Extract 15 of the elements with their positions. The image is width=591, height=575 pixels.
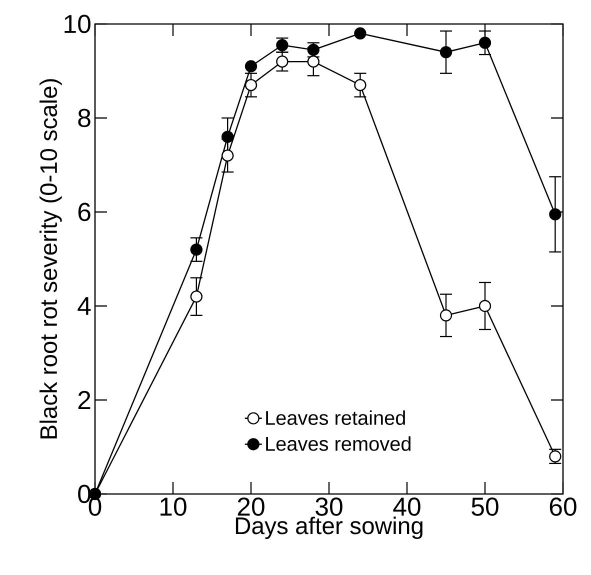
y-tick-label: 6 bbox=[78, 202, 90, 222]
y-tick-label: 2 bbox=[78, 390, 90, 410]
x-axis-title: Days after sowing bbox=[236, 516, 422, 539]
x-tick-label: 30 bbox=[316, 498, 342, 516]
y-axis-title: Black root rot severity (0-10 scale) bbox=[40, 79, 62, 438]
y-tick-label: 10 bbox=[64, 14, 90, 34]
x-tick-label: 40 bbox=[393, 498, 420, 516]
legend-label: Leaves retained bbox=[266, 410, 405, 425]
legend-label: Leaves removed bbox=[266, 436, 410, 451]
x-tick-label: 20 bbox=[238, 498, 264, 516]
x-tick-label: 50 bbox=[472, 498, 498, 516]
y-tick-label: 4 bbox=[78, 297, 91, 315]
y-tick-label: 8 bbox=[78, 108, 90, 128]
x-tick-label: 60 bbox=[550, 498, 576, 516]
x-tick-label: 10 bbox=[160, 498, 186, 516]
